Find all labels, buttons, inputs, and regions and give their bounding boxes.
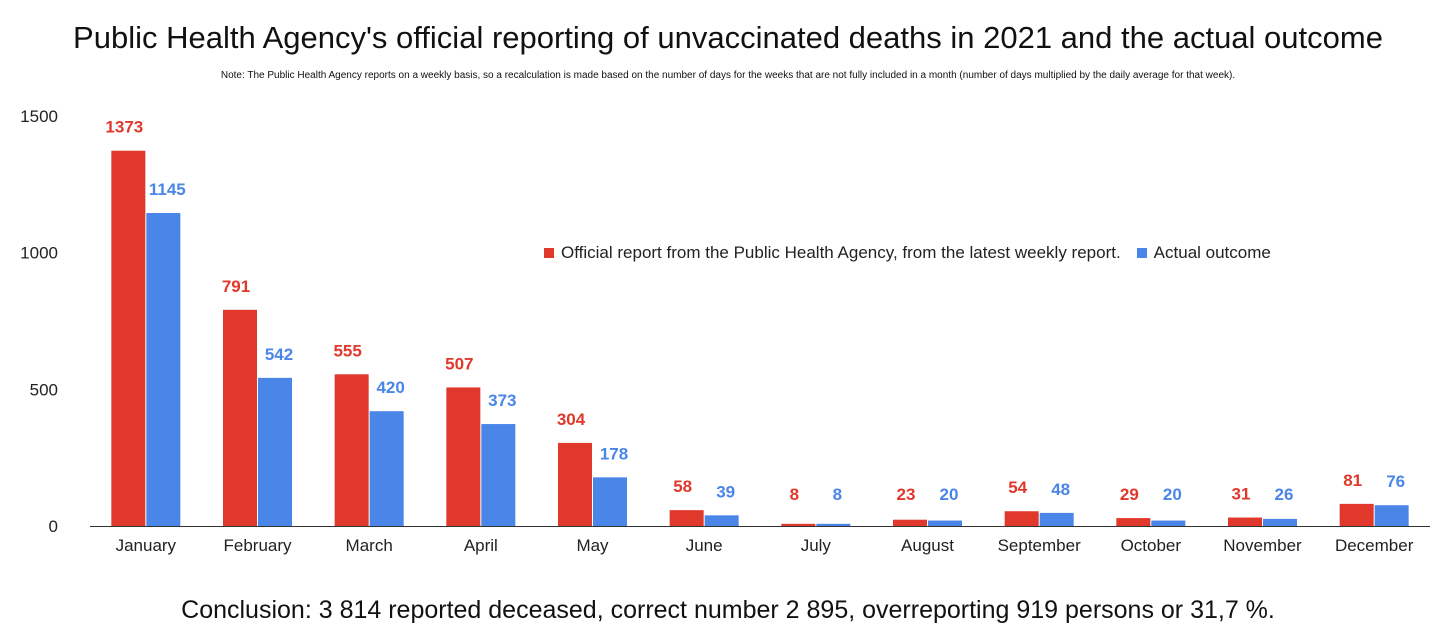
x-tick-label: May bbox=[576, 536, 609, 555]
bar-actual bbox=[816, 523, 851, 526]
x-tick-label: July bbox=[801, 536, 832, 555]
x-tick-label: October bbox=[1121, 536, 1182, 555]
data-label-official: 58 bbox=[673, 477, 692, 496]
x-tick-label: December bbox=[1335, 536, 1414, 555]
x-tick-label: March bbox=[346, 536, 393, 555]
bar-official bbox=[446, 387, 481, 526]
data-label-official: 31 bbox=[1232, 485, 1251, 504]
x-tick-label: April bbox=[464, 536, 498, 555]
bar-actual bbox=[1151, 520, 1186, 526]
bar-official bbox=[1228, 517, 1262, 526]
bar-actual bbox=[704, 515, 739, 526]
bar-actual bbox=[258, 377, 292, 526]
data-label-official: 304 bbox=[557, 410, 586, 429]
x-tick-label: November bbox=[1223, 536, 1302, 555]
bar-actual bbox=[593, 477, 627, 526]
legend-item-actual: Actual outcome bbox=[1136, 243, 1271, 263]
data-label-actual: 542 bbox=[265, 345, 293, 364]
legend-label-actual: Actual outcome bbox=[1153, 243, 1271, 262]
data-label-actual: 178 bbox=[600, 444, 628, 463]
data-label-official: 29 bbox=[1120, 485, 1139, 504]
bar-chart: 0 500 1000 1500 January 1373 1145 February 791 54… bbox=[20, 107, 1430, 555]
bar-actual bbox=[369, 411, 404, 526]
y-tick-label: 1500 bbox=[20, 107, 58, 126]
bar-official bbox=[223, 309, 257, 526]
x-tick-label: September bbox=[998, 536, 1081, 555]
y-tick-label: 1000 bbox=[20, 244, 58, 263]
bar-official bbox=[893, 519, 927, 526]
data-label-official: 54 bbox=[1008, 478, 1027, 497]
bar-official bbox=[334, 374, 369, 526]
data-label-official: 555 bbox=[333, 341, 361, 360]
data-label-actual: 8 bbox=[833, 485, 842, 504]
y-tick-label: 0 bbox=[49, 517, 58, 536]
data-label-actual: 76 bbox=[1386, 472, 1405, 491]
bar-official bbox=[1339, 503, 1374, 526]
bar-official bbox=[669, 510, 704, 526]
bar-official bbox=[1116, 518, 1151, 526]
legend-item-official: Official report from the Public Health A… bbox=[544, 243, 1121, 263]
bar-official bbox=[558, 442, 592, 526]
bar-official bbox=[111, 150, 146, 527]
data-label-actual: 48 bbox=[1051, 480, 1070, 499]
bar-actual bbox=[481, 424, 516, 526]
data-label-actual: 373 bbox=[488, 391, 516, 410]
chart-legend: Official report from the Public Health A… bbox=[544, 243, 1287, 263]
x-tick-label: August bbox=[901, 536, 954, 555]
bar-actual bbox=[1374, 505, 1409, 526]
legend-swatch-actual bbox=[1136, 248, 1147, 258]
x-tick-label: February bbox=[223, 536, 292, 555]
data-label-actual: 26 bbox=[1275, 485, 1294, 504]
legend-swatch-official bbox=[544, 248, 554, 258]
y-tick-label: 500 bbox=[30, 380, 58, 399]
data-label-official: 8 bbox=[790, 485, 799, 504]
bar-actual bbox=[1039, 512, 1074, 526]
data-label-official: 81 bbox=[1343, 471, 1362, 490]
data-label-actual: 39 bbox=[716, 482, 735, 501]
bar-official bbox=[1004, 511, 1039, 526]
conclusion-text: Conclusion: 3 814 reported deceased, cor… bbox=[181, 596, 1275, 624]
data-label-official: 791 bbox=[222, 277, 250, 296]
bar-actual bbox=[146, 213, 181, 527]
data-label-actual: 20 bbox=[1163, 485, 1182, 504]
legend-label-official: Official report from the Public Health A… bbox=[561, 243, 1121, 262]
chart-note: Note: The Public Health Agency reports o… bbox=[220, 70, 1236, 81]
x-tick-label: June bbox=[686, 536, 723, 555]
bar-official bbox=[781, 523, 816, 526]
data-label-actual: 20 bbox=[940, 485, 959, 504]
data-label-actual: 420 bbox=[376, 378, 404, 397]
bar-actual bbox=[928, 520, 962, 526]
x-tick-label: January bbox=[116, 536, 177, 555]
data-label-official: 507 bbox=[445, 354, 473, 373]
data-label-official: 23 bbox=[897, 485, 916, 504]
data-label-official: 1373 bbox=[105, 118, 143, 137]
chart-title: Public Health Agency's official reportin… bbox=[73, 20, 1383, 55]
data-label-actual: 1145 bbox=[149, 180, 186, 199]
bar-actual bbox=[1263, 518, 1297, 526]
